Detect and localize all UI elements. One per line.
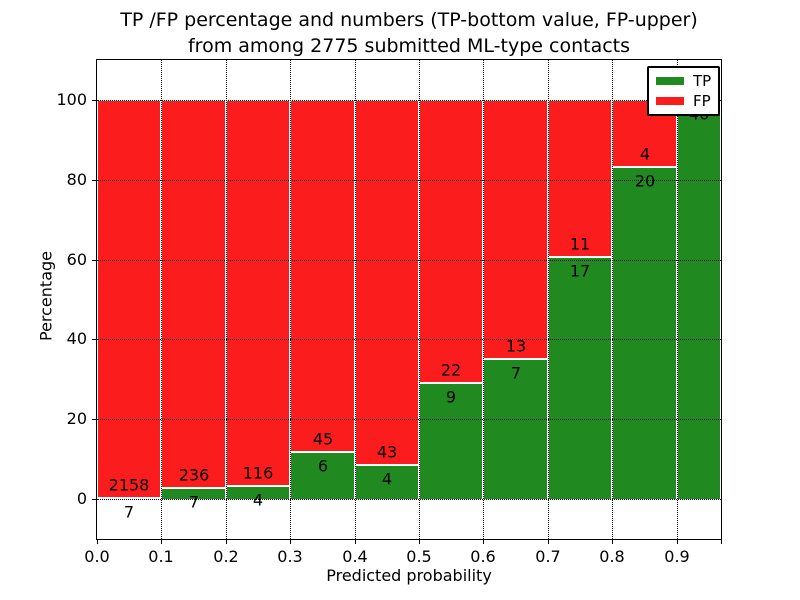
x-tick-mark — [355, 540, 356, 544]
x-tick-label: 0.7 — [535, 547, 561, 566]
bar-segment-tp — [548, 257, 612, 499]
x-tick-mark — [97, 540, 98, 544]
legend-swatch-tp — [656, 77, 684, 85]
fp-count-label: 2158 — [108, 475, 150, 495]
tp-count-label: 4 — [252, 490, 264, 510]
plot-area: TP FP 2158723671164456434229137111742046… — [56, 59, 722, 566]
bar-segment-fp — [548, 100, 612, 257]
x-tick-label: 0.6 — [470, 547, 496, 566]
fp-count-label: 45 — [312, 429, 334, 449]
tp-count-label: 6 — [317, 456, 329, 476]
gridline-horizontal — [97, 499, 721, 500]
gridline-horizontal — [97, 419, 721, 420]
bar-segment-fp — [355, 100, 419, 465]
x-tick-mark — [483, 540, 484, 544]
gridline-vertical — [290, 60, 291, 539]
fp-count-label: 43 — [376, 442, 398, 462]
fp-count-label: 11 — [569, 234, 591, 254]
x-tick-mark — [226, 540, 227, 544]
x-tick-label: 0.4 — [342, 547, 368, 566]
x-tick-label: 0.1 — [148, 547, 174, 566]
fp-count-label: 22 — [440, 360, 462, 380]
bar-segment-fp — [97, 100, 161, 498]
y-tick-label: 60 — [66, 250, 87, 269]
bar-segment-fp — [161, 100, 226, 488]
tp-count-label: 9 — [445, 387, 457, 407]
bar-segment-tp — [355, 465, 419, 499]
x-tick-mark — [161, 540, 162, 544]
x-tick-label: 0.8 — [599, 547, 625, 566]
tp-count-label: 17 — [569, 261, 591, 281]
gridline-vertical — [548, 60, 549, 539]
y-tick-label: 40 — [66, 329, 87, 348]
fp-count-label: 4 — [639, 144, 651, 164]
gridline-vertical — [419, 60, 420, 539]
tp-count-label: 7 — [510, 363, 522, 383]
fp-count-label: 13 — [505, 336, 527, 356]
gridline-vertical — [677, 60, 678, 539]
x-axis-label: Predicted probability — [326, 566, 492, 585]
y-tick-label: 0 — [76, 489, 87, 508]
gridline-vertical — [226, 60, 227, 539]
legend-label-fp: FP — [693, 92, 711, 110]
chart-title: TP /FP percentage and numbers (TP-bottom… — [97, 7, 721, 59]
bar-segment-tp — [419, 383, 483, 499]
x-tick-label: 0.3 — [277, 547, 303, 566]
x-tick-label: 0.5 — [406, 547, 432, 566]
bar-segment-fp — [483, 100, 548, 359]
legend-entry-fp: FP — [656, 92, 711, 110]
x-tick-mark — [721, 540, 722, 544]
fp-count-label: 116 — [242, 463, 274, 483]
bar-segment-tp — [97, 498, 161, 499]
gridline-vertical — [355, 60, 356, 539]
tp-count-label: 4 — [381, 469, 393, 489]
chart-title-line-1: TP /FP percentage and numbers (TP-bottom… — [120, 9, 698, 31]
legend: TP FP — [647, 66, 721, 116]
x-tick-label: 0.9 — [664, 547, 690, 566]
x-tick-mark — [612, 540, 613, 544]
x-tick-mark — [548, 540, 549, 544]
y-tick-mark — [92, 339, 96, 340]
y-tick-label: 20 — [66, 409, 87, 428]
chart-title-line-2: from among 2775 submitted ML-type contac… — [187, 35, 631, 57]
bar-segment-fp — [290, 100, 355, 452]
gridline-horizontal — [97, 339, 721, 340]
fp-count-label: 236 — [178, 465, 210, 485]
y-tick-label: 100 — [56, 90, 87, 109]
y-tick-mark — [92, 419, 96, 420]
x-tick-mark — [290, 540, 291, 544]
legend-swatch-fp — [656, 97, 684, 105]
tp-count-label: 20 — [634, 171, 656, 191]
gridline-horizontal — [97, 100, 721, 101]
gridline-vertical — [483, 60, 484, 539]
y-tick-label: 80 — [66, 170, 87, 189]
gridline-horizontal — [97, 260, 721, 261]
tp-count-label: 7 — [123, 502, 135, 522]
y-tick-mark — [92, 499, 96, 500]
x-tick-label: 0.0 — [84, 547, 110, 566]
legend-label-tp: TP — [693, 72, 712, 90]
x-tick-label: 0.2 — [213, 547, 239, 566]
gridline-vertical — [161, 60, 162, 539]
bar-segment-fp — [226, 100, 290, 486]
bar-segment-fp — [419, 100, 483, 383]
bar-segment-tp — [677, 100, 721, 499]
bar-segment-tp — [290, 452, 355, 499]
gridline-horizontal — [97, 180, 721, 181]
bar-segment-tp — [612, 167, 677, 499]
gridline-vertical — [612, 60, 613, 539]
tp-count-label: 7 — [188, 492, 200, 512]
legend-entry-tp: TP — [656, 72, 712, 90]
y-tick-mark — [92, 100, 96, 101]
x-tick-mark — [677, 540, 678, 544]
y-tick-mark — [92, 180, 96, 181]
y-tick-mark — [92, 260, 96, 261]
x-tick-mark — [419, 540, 420, 544]
